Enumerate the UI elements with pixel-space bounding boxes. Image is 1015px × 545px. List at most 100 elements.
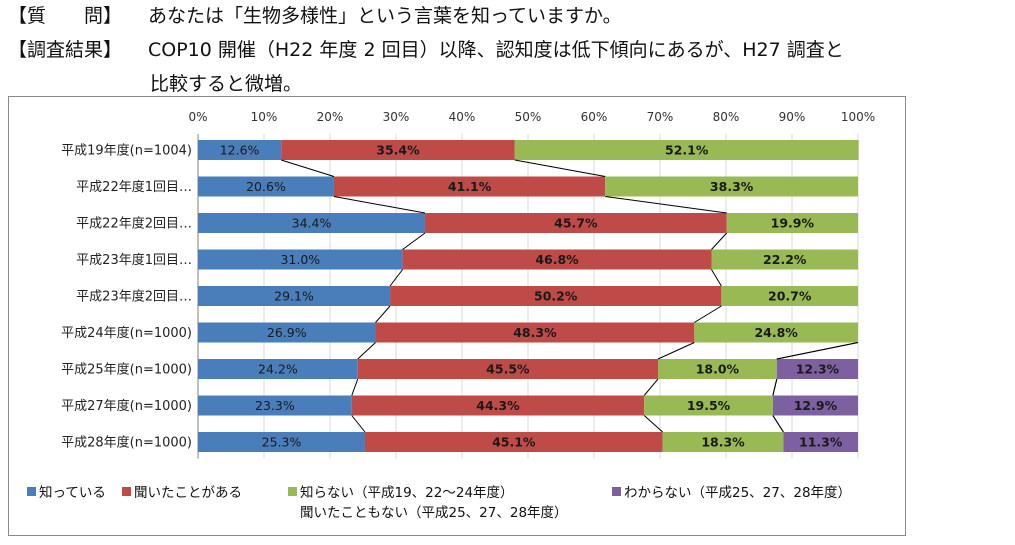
- data-label-know: 24.2%: [258, 362, 298, 377]
- data-label-know: 20.6%: [246, 179, 286, 194]
- data-label-unknown: 12.9%: [794, 398, 838, 413]
- data-label-notknow: 24.8%: [754, 325, 798, 340]
- bar-segment-unknown: [772, 395, 858, 416]
- data-label-notknow: 19.5%: [687, 398, 731, 413]
- bar-segment-heard: [364, 432, 663, 452]
- series-line: [375, 305, 391, 323]
- x-tick-label: 0%: [188, 110, 207, 124]
- legend-label-unknown: わからない（平成25、27、28年度）: [624, 485, 852, 501]
- legend-swatch-heard: [122, 487, 131, 496]
- data-label-notknow: 19.9%: [771, 216, 815, 231]
- bar-segment-know: [198, 322, 376, 343]
- series-line: [357, 342, 376, 360]
- header-result: 【調査結果】 COP10 開催（H22 年度 2 回目）以降、認知度は低下傾向にあ…: [8, 39, 844, 61]
- bar-segment-notknow: [644, 395, 773, 416]
- bar-segment-notknow: [662, 432, 784, 452]
- series-line: [389, 269, 403, 287]
- series-line: [351, 378, 359, 396]
- data-label-know: 29.1%: [274, 289, 314, 304]
- data-label-heard: 46.8%: [535, 252, 579, 267]
- legend-swatch-unknown: [612, 487, 621, 496]
- bar-segment-notknow: [694, 322, 858, 343]
- chart-frame: [8, 96, 906, 536]
- question-text: あなたは「生物多様性」という言葉を知っていますか。: [148, 5, 622, 27]
- series-line: [772, 415, 784, 433]
- data-label-notknow: 22.2%: [763, 252, 807, 267]
- bar-segment-heard: [402, 249, 712, 270]
- data-label-notknow: 38.3%: [710, 179, 754, 194]
- header-question: 【質 問】 あなたは「生物多様性」という言葉を知っていますか。: [8, 5, 622, 27]
- data-label-know: 31.0%: [280, 252, 320, 267]
- data-label-know: 23.3%: [255, 398, 295, 413]
- x-tick-label: 10%: [251, 110, 278, 124]
- category-label: 平成22年度2回目…: [76, 216, 192, 232]
- bar-segment-heard: [281, 140, 515, 160]
- category-label: 平成25年度(n=1000): [61, 362, 192, 378]
- bar-segment-know: [198, 140, 282, 160]
- bar-segment-notknow: [721, 286, 858, 306]
- bar-segment-heard: [351, 395, 645, 416]
- bar-segment-heard: [357, 359, 659, 379]
- x-tick-label: 80%: [713, 110, 740, 124]
- data-label-know: 26.9%: [267, 325, 307, 340]
- data-label-heard: 45.1%: [492, 435, 536, 450]
- data-label-unknown: 11.3%: [799, 435, 843, 450]
- data-label-notknow: 18.3%: [701, 435, 745, 450]
- x-tick-label: 60%: [581, 110, 608, 124]
- bar-segment-heard: [425, 213, 727, 233]
- x-tick-label: 90%: [779, 110, 806, 124]
- header-result-cont: 比較すると微増。: [150, 73, 303, 95]
- series-line: [772, 378, 778, 396]
- data-label-know: 12.6%: [220, 143, 260, 158]
- data-label-heard: 44.3%: [476, 398, 520, 413]
- legend-label-know: 知っている: [39, 485, 106, 501]
- bar-segment-heard: [333, 176, 606, 197]
- data-label-heard: 41.1%: [448, 179, 492, 194]
- data-label-notknow: 18.0%: [696, 362, 740, 377]
- bar-segment-notknow: [726, 213, 858, 233]
- bar-segment-know: [198, 176, 334, 197]
- category-label: 平成22年度1回目…: [76, 179, 192, 195]
- legend-label-notknow: 知らない（平成19、22～24年度）: [300, 485, 514, 501]
- bar-segment-unknown: [776, 359, 858, 379]
- series-line: [643, 415, 663, 433]
- category-label: 平成23年度2回目…: [76, 289, 192, 305]
- category-label: 平成24年度(n=1000): [61, 325, 192, 341]
- data-label-notknow: 52.1%: [665, 143, 709, 158]
- x-tick-label: 50%: [515, 110, 542, 124]
- category-label: 平成27年度(n=1000): [61, 398, 192, 414]
- series-line: [281, 159, 335, 177]
- bar-segment-notknow: [711, 249, 858, 270]
- series-line: [514, 159, 606, 177]
- series-line: [694, 305, 722, 323]
- bar-segment-notknow: [514, 140, 859, 160]
- data-label-heard: 48.3%: [513, 325, 557, 340]
- result-label: 【調査結果】: [8, 39, 123, 61]
- data-label-heard: 35.4%: [376, 143, 420, 158]
- series-line: [657, 342, 695, 360]
- data-label-notknow: 20.7%: [768, 289, 812, 304]
- data-label-unknown: 12.3%: [796, 362, 840, 377]
- legend-heard: 聞いたことがある: [122, 481, 242, 501]
- series-line: [333, 196, 426, 214]
- bar-segment-know: [198, 249, 403, 270]
- legend-notknow: 知らない（平成19、22～24年度）: [288, 481, 514, 501]
- data-label-heard: 45.7%: [554, 216, 598, 231]
- x-tick-label: 40%: [449, 110, 476, 124]
- legend-label-heard: 聞いたことがある: [134, 485, 242, 501]
- series-line: [711, 232, 728, 250]
- category-label: 平成28年度(n=1000): [61, 435, 192, 451]
- legend-notknow-line2: 聞いたこともない（平成25、27、28年度）: [300, 505, 568, 521]
- data-label-know: 34.4%: [292, 216, 332, 231]
- question-label: 【質 問】: [8, 5, 123, 27]
- bar-segment-unknown: [783, 432, 858, 452]
- category-label: 平成19年度(n=1004): [61, 143, 192, 159]
- bar-segment-notknow: [605, 176, 858, 197]
- bar-segment-notknow: [658, 359, 777, 379]
- series-line: [711, 269, 722, 287]
- result-text: COP10 開催（H22 年度 2 回目）以降、認知度は低下傾向にあるが、H27…: [148, 39, 844, 61]
- data-label-heard: 45.5%: [486, 362, 530, 377]
- bar-segment-know: [198, 432, 365, 452]
- series-line: [776, 342, 859, 360]
- bar-segment-heard: [390, 286, 722, 306]
